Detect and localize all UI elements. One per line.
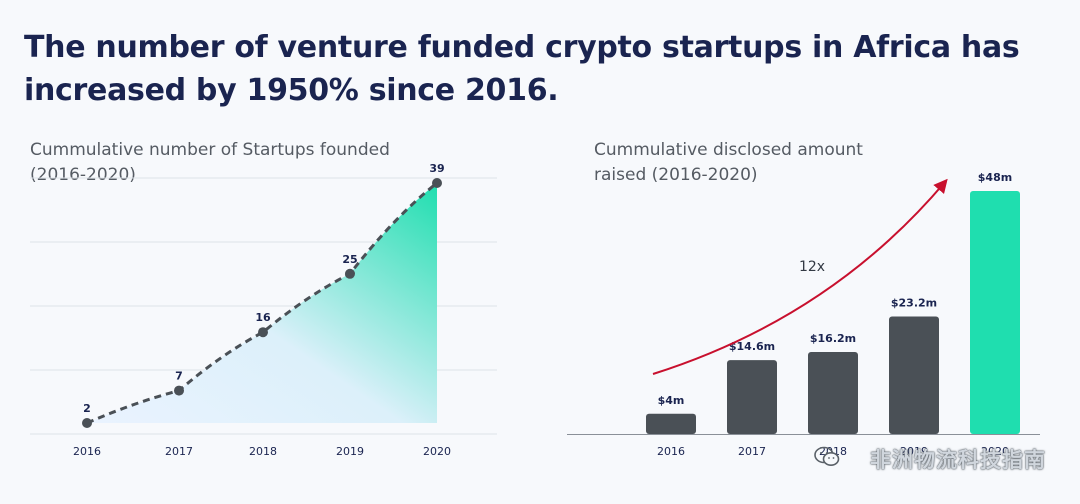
x-tick-2016: 2016 <box>73 445 101 458</box>
bar-label-2018: $16.2m <box>810 332 856 345</box>
bar-2016 <box>646 413 696 434</box>
bar-2018 <box>808 351 858 434</box>
bar-2019 <box>889 316 939 434</box>
bar-label-2017: $14.6m <box>729 340 775 353</box>
series-line <box>86 181 438 425</box>
x-tick-2017: 2017 <box>738 445 766 458</box>
data-point-2017 <box>174 385 184 396</box>
startups-chart-subtitle: (2016-2020) <box>30 165 136 185</box>
bar-label-2020: $48m <box>978 171 1012 184</box>
x-tick-2019: 2019 <box>336 445 364 458</box>
watermark-text: 非洲物流科技指南 <box>870 448 1046 472</box>
wechat-icon <box>814 446 840 466</box>
x-tick-2016: 2016 <box>657 445 685 458</box>
data-label-2019: 25 <box>342 253 357 266</box>
x-tick-2020: 2020 <box>423 445 451 458</box>
data-point-2020 <box>432 178 442 188</box>
x-tick-2017: 2017 <box>165 445 193 458</box>
bar-label-2019: $23.2m <box>891 297 937 310</box>
growth-annotation: 12x <box>799 259 825 275</box>
area-fill <box>87 183 437 423</box>
startups-chart-title: Cummulative number of Startups founded (… <box>30 138 410 188</box>
data-label-2020: 39 <box>429 162 444 175</box>
data-point-2019 <box>345 268 355 279</box>
data-label-2018: 16 <box>255 311 271 324</box>
bar-2017 <box>727 360 777 434</box>
growth-arrow <box>652 178 948 375</box>
bar-label-2016: $4m <box>658 394 685 407</box>
startups-chart-title-line: Cummulative number of Startups founded <box>30 140 390 160</box>
data-point-2018 <box>258 327 268 338</box>
bar-2020 <box>970 191 1020 434</box>
data-label-2017: 7 <box>175 370 183 383</box>
x-tick-2018: 2018 <box>249 445 277 458</box>
startups-area-chart: 2 2016 7 2017 16 2018 25 2019 39 2020 <box>30 162 497 458</box>
funding-chart-title-line: Cummulative disclosed amount <box>594 140 863 160</box>
funding-chart-subtitle: raised (2016-2020) <box>594 165 758 185</box>
headline: The number of venture funded crypto star… <box>24 30 1020 108</box>
funding-chart-title: Cummulative disclosed amount raised (201… <box>594 138 894 188</box>
data-point-2016 <box>82 418 92 428</box>
data-label-2016: 2 <box>83 402 91 415</box>
